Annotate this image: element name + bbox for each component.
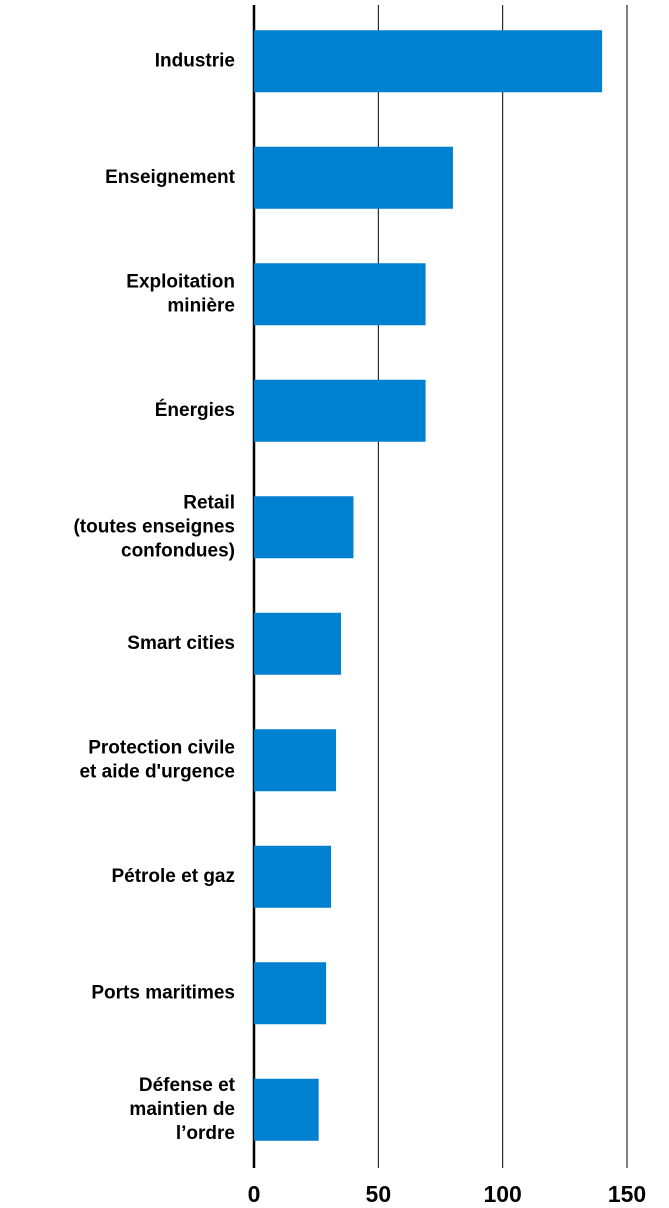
bar xyxy=(254,1078,319,1141)
x-tick-label: 150 xyxy=(608,1181,646,1207)
y-tick-label: Exploitation minière xyxy=(126,271,235,316)
y-tick-label: Protection civile et aide d'urgence xyxy=(79,737,235,782)
bar xyxy=(254,496,354,559)
y-tick-label: Énergies xyxy=(155,399,235,421)
y-tick-label: Retail (toutes enseignes confondues) xyxy=(73,492,235,561)
y-tick-label: Pétrole et gaz xyxy=(111,866,235,887)
bar xyxy=(254,729,337,792)
y-tick-label: Enseignement xyxy=(105,167,236,188)
y-tick-label: Ports maritimes xyxy=(91,982,235,1003)
bar xyxy=(254,263,426,326)
x-tick-label: 0 xyxy=(248,1181,261,1207)
x-tick-label: 100 xyxy=(483,1181,521,1207)
bar xyxy=(254,379,426,442)
bar xyxy=(254,845,332,908)
bar xyxy=(254,612,342,675)
x-tick-label: 50 xyxy=(366,1181,392,1207)
y-tick-label: Smart cities xyxy=(127,633,235,654)
y-tick-label: Défense et maintien de l’ordre xyxy=(129,1075,235,1144)
bar xyxy=(254,962,327,1025)
bar xyxy=(254,146,453,209)
bar xyxy=(254,30,603,93)
y-tick-label: Industrie xyxy=(155,50,235,71)
